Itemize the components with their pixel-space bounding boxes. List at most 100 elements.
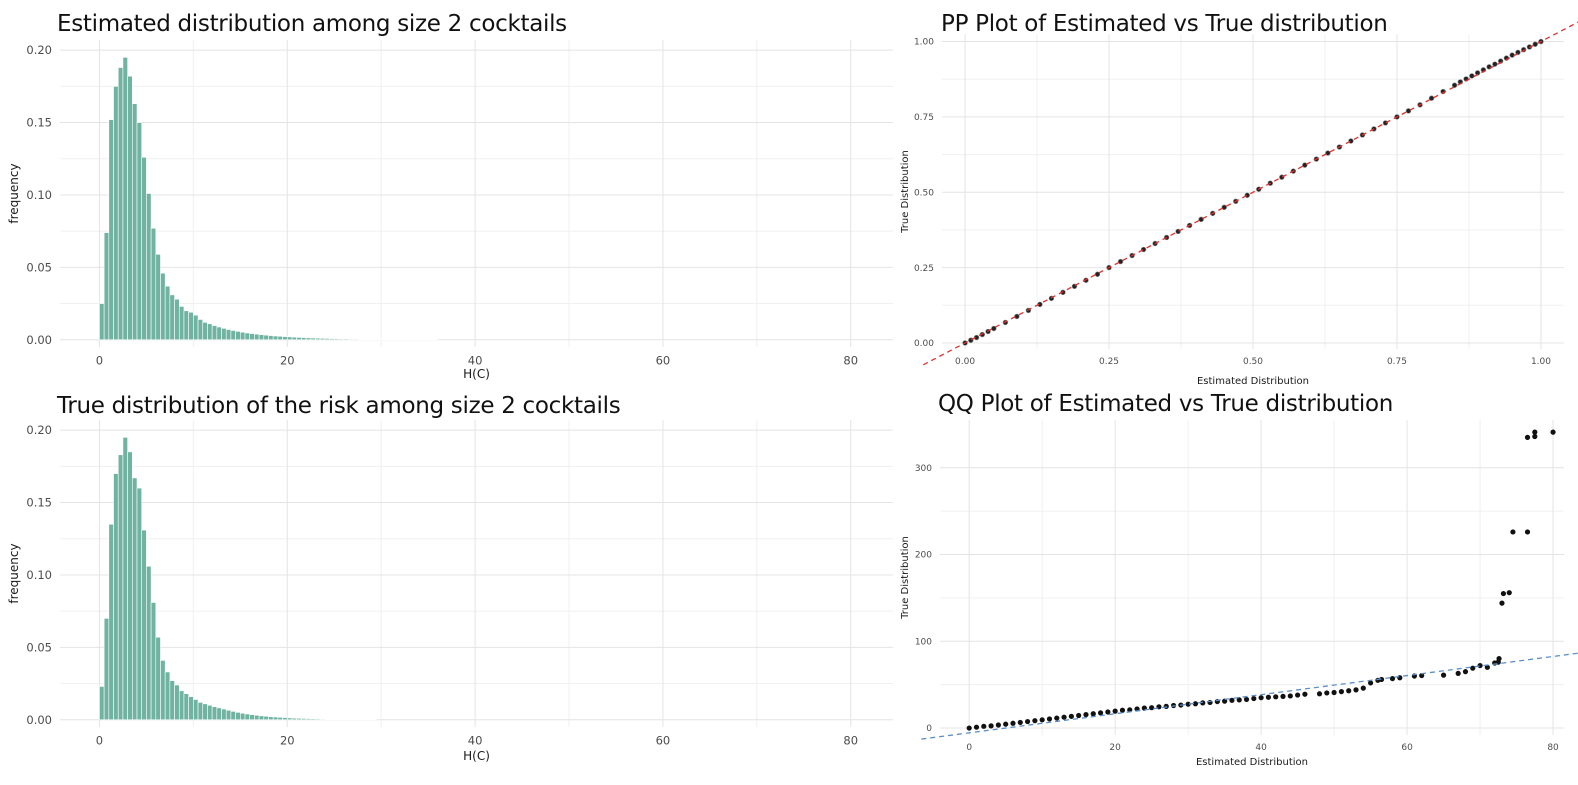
histogram-bar — [225, 709, 232, 721]
y-tick-label: 100 — [915, 637, 932, 647]
histogram-bar — [357, 338, 363, 341]
scatter-point — [1338, 689, 1345, 695]
histogram-bar — [221, 708, 227, 721]
scatter-point — [1492, 61, 1498, 67]
histogram-bar — [427, 338, 434, 341]
x-tick-label: 0.50 — [1243, 357, 1263, 367]
scatter-point — [1378, 676, 1385, 683]
histogram-bar — [188, 311, 194, 341]
y-axis-label: True Distribution — [900, 536, 911, 620]
histogram-bar — [319, 338, 326, 341]
scatter-point — [1243, 696, 1250, 703]
qq-plot-chart: 0 20 40 60 80 0 100 200 300 Estimated Distributio… — [900, 420, 1578, 768]
x-tick-label: 1.00 — [1531, 357, 1551, 367]
histogram-bar — [235, 712, 241, 721]
y-tick-label: 0.25 — [914, 264, 934, 274]
histogram-bar — [103, 618, 110, 721]
histogram-bar — [352, 718, 359, 721]
histogram-bar — [99, 686, 105, 721]
scatter-point — [1532, 429, 1538, 435]
y-axis-label: frequency — [7, 543, 21, 603]
histogram-bar — [136, 122, 143, 341]
histogram-bar — [197, 319, 204, 341]
scatter-point — [1140, 246, 1147, 253]
scatter-point — [988, 723, 994, 729]
histogram-bar — [254, 714, 260, 721]
histogram-bar — [240, 331, 246, 341]
scatter-point — [1360, 685, 1366, 691]
scatter-point — [1353, 687, 1359, 693]
histogram-bar — [423, 338, 429, 341]
histogram-bar — [258, 334, 265, 341]
histogram-bar — [268, 335, 274, 341]
histogram-bar — [385, 338, 391, 341]
scatter-point — [1455, 670, 1461, 676]
histogram-bar — [301, 718, 307, 721]
gridlines — [60, 40, 893, 347]
histogram-bar — [286, 717, 293, 721]
histogram-bar — [249, 714, 255, 721]
histogram-bar — [108, 523, 114, 721]
histogram-bar — [146, 565, 152, 721]
scatter-point — [1039, 717, 1045, 723]
histogram-bar — [277, 716, 283, 721]
qq-plot-panel: QQ Plot of Estimated vs True distributio… — [900, 390, 1578, 785]
scatter-point — [1117, 258, 1124, 265]
histogram-bar — [254, 333, 260, 341]
histogram-bar — [108, 119, 114, 341]
scatter-point — [966, 725, 972, 731]
scatter-point — [1524, 529, 1531, 535]
histogram-bar — [315, 337, 321, 341]
bars — [99, 57, 438, 341]
y-tick-label: 0.20 — [26, 43, 52, 57]
scatter-point — [1090, 711, 1096, 717]
histogram-bar — [305, 337, 312, 341]
x-axis-label: Estimated Distribution — [1196, 757, 1308, 768]
scatter-point — [1229, 697, 1235, 703]
scatter-point — [1500, 590, 1507, 597]
scatter-point — [1550, 429, 1556, 435]
x-tick-label: 0.75 — [1387, 357, 1407, 367]
histogram-bar — [362, 338, 368, 341]
histogram-bar — [132, 477, 138, 721]
histogram-bar — [202, 703, 208, 721]
scatter-point — [1094, 271, 1101, 277]
y-tick-label: 300 — [915, 464, 932, 474]
true-histogram-panel: True distribution of the risk among size… — [0, 390, 900, 785]
scatter-point — [1451, 82, 1458, 88]
scatter-point — [1302, 162, 1308, 168]
histogram-bar — [169, 294, 175, 341]
x-axis-label: H(C) — [463, 367, 490, 381]
histogram-bar — [291, 717, 297, 721]
histogram-bar — [418, 338, 424, 341]
scatter-point — [1192, 701, 1199, 707]
scatter-point — [1010, 720, 1016, 726]
histogram-bar — [113, 473, 119, 721]
scatter-point — [1397, 675, 1403, 681]
histogram-bar — [244, 332, 251, 341]
histogram-bar — [394, 338, 401, 341]
histogram-bar — [197, 702, 204, 721]
histogram-bar — [146, 193, 152, 341]
histogram-bar — [324, 718, 330, 721]
scatter-point — [973, 724, 980, 730]
histogram-bar — [221, 328, 227, 341]
histogram-bar — [202, 322, 208, 341]
scatter-point — [1470, 665, 1476, 671]
histogram-bar — [282, 336, 288, 341]
histogram-bar — [211, 325, 218, 341]
scatter-point — [1325, 150, 1331, 156]
scatter-point — [1185, 701, 1191, 707]
scatter-point — [1175, 228, 1181, 235]
histogram-bar — [183, 310, 189, 341]
estimated-histogram-chart: 0 20 40 60 80 0.00 0.05 0.10 0.15 0.20 H(C) frequen… — [7, 40, 893, 381]
y-tick-label: 0.15 — [26, 496, 52, 510]
histogram-bar — [113, 86, 119, 341]
x-tick-label: 0.25 — [1099, 357, 1119, 367]
reference-line — [921, 652, 1578, 740]
y-tick-label: 0.50 — [914, 188, 934, 198]
histogram-bar — [319, 718, 326, 721]
histogram-bar — [366, 718, 373, 721]
scatter-point — [1506, 590, 1512, 596]
histogram-bar — [225, 329, 232, 341]
